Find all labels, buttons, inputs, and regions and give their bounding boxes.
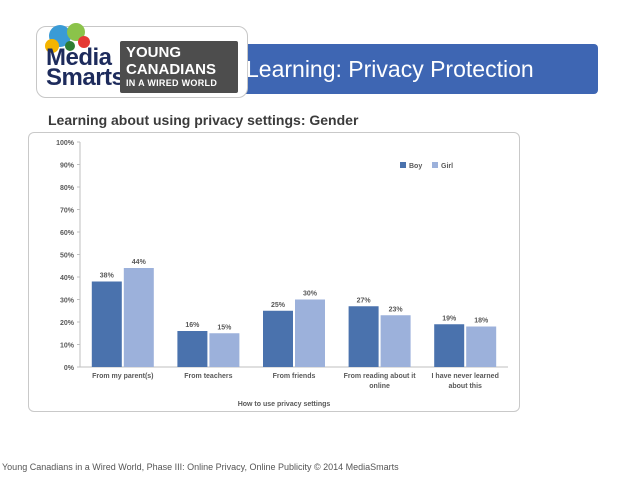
- bar-boy: [434, 324, 465, 367]
- bar-boy: [348, 306, 379, 367]
- data-label: 27%: [357, 297, 372, 304]
- x-tick-label: From reading about it: [344, 373, 417, 380]
- bar-girl: [466, 326, 497, 367]
- page-title: Learning: Privacy Protection: [246, 56, 534, 82]
- y-tick-label: 30%: [60, 298, 75, 305]
- x-tick-label: From friends: [273, 373, 316, 380]
- bar-boy: [91, 281, 122, 367]
- x-tick-label: online: [369, 383, 390, 390]
- data-label: 19%: [442, 315, 457, 322]
- x-tick-label: From teachers: [184, 373, 232, 380]
- data-label: 15%: [217, 324, 232, 331]
- y-tick-label: 50%: [60, 253, 75, 260]
- data-label: 23%: [389, 306, 404, 313]
- bar-chart: 0% 10% 20% 30% 40% 50% 60% 70% 80% 90% 100% 38% 44% F…: [56, 140, 508, 408]
- legend-label-boy: Boy: [409, 163, 422, 170]
- logo-subtitle-box: [120, 41, 238, 93]
- legend-label-girl: Girl: [441, 163, 453, 170]
- y-tick-label: 60%: [60, 230, 75, 237]
- bar-girl: [209, 333, 240, 367]
- logo-wired-world: IN A WIRED WORLD: [126, 78, 218, 88]
- y-tick-label: 90%: [60, 163, 75, 170]
- y-tick-label: 80%: [60, 185, 75, 192]
- logo-canadians: CANADIANS: [126, 61, 216, 78]
- data-label: 38%: [100, 273, 115, 280]
- y-tick-label: 0%: [64, 365, 75, 372]
- bar-girl: [295, 299, 325, 367]
- logo-circles-icon: [45, 23, 90, 53]
- bar-boy: [177, 331, 208, 367]
- logo-media: Media: [46, 44, 112, 71]
- x-tick-label: I have never learned: [432, 373, 499, 380]
- x-axis-title: How to use privacy settings: [238, 401, 331, 408]
- chart-subtitle: Learning about using privacy settings: G…: [48, 112, 359, 128]
- y-tick-label: 100%: [56, 140, 75, 147]
- data-label: 44%: [132, 259, 147, 266]
- bar-girl: [123, 268, 154, 367]
- footer-credit: Young Canadians in a Wired World, Phase …: [2, 462, 399, 472]
- data-label: 25%: [271, 302, 286, 309]
- data-label: 18%: [474, 318, 489, 325]
- legend-swatch-girl: [432, 162, 438, 168]
- y-tick-label: 20%: [60, 320, 75, 327]
- bar-girl: [380, 315, 411, 367]
- y-tick-label: 10%: [60, 343, 75, 350]
- x-tick-label: about this: [448, 383, 482, 390]
- bar-boy: [263, 310, 293, 367]
- data-label: 16%: [185, 322, 200, 329]
- logo-smarts: Smarts: [46, 64, 125, 91]
- y-tick-label: 40%: [60, 275, 75, 282]
- y-tick-label: 70%: [60, 208, 75, 215]
- x-tick-label: From my parent(s): [92, 373, 153, 380]
- data-label: 30%: [303, 291, 318, 298]
- logo-young: YOUNG: [126, 44, 182, 61]
- legend-swatch-boy: [400, 162, 406, 168]
